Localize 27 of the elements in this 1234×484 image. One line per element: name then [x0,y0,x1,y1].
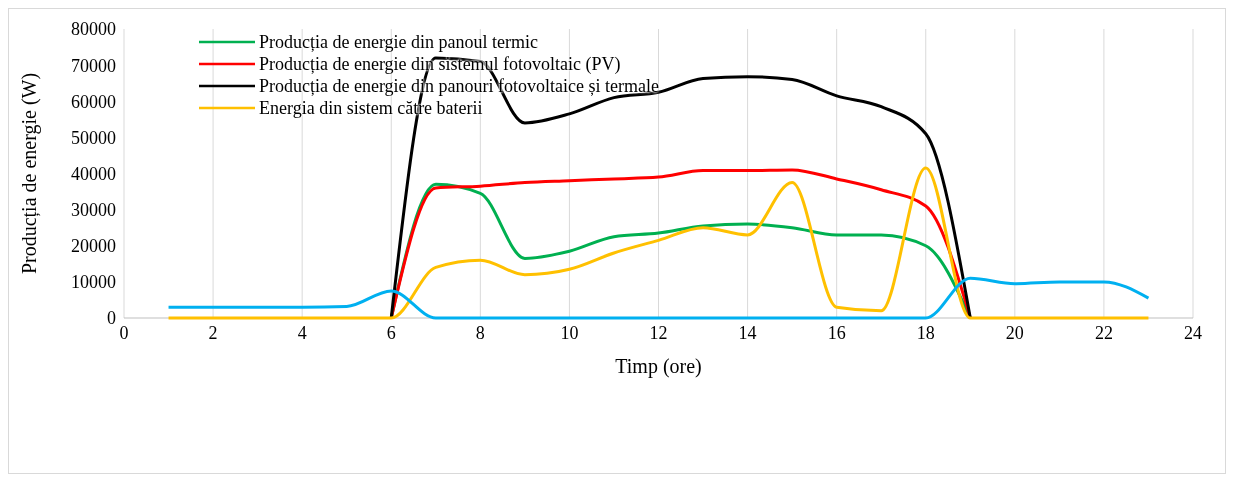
y-axis-title: Producția de energie (W) [18,72,42,275]
y-tick-label: 70000 [71,55,116,76]
y-tick-label: 0 [107,308,116,329]
x-tick-label: 8 [475,322,485,343]
x-tick-label: 0 [119,322,129,343]
x-tick-label: 6 [386,322,396,343]
y-tick-label: 60000 [71,91,116,112]
line-series [167,276,1150,320]
line-series [167,166,1150,320]
x-tick-label: 22 [1094,322,1113,343]
x-tick-label: 24 [1184,322,1202,343]
x-tick-label: 18 [916,322,935,343]
y-tick-label: 50000 [71,127,116,148]
x-tick-label: 10 [560,322,579,343]
y-tick-label: 20000 [71,236,116,257]
y-tick-label: 10000 [71,272,116,293]
x-tick-label: 16 [827,322,846,343]
x-tick-label: 14 [738,322,757,343]
x-tick-label: 4 [297,322,307,343]
x-tick-label: 2 [208,322,218,343]
x-axis-title: Timp (ore) [615,355,702,378]
y-tick-label: 30000 [71,200,116,221]
y-tick-label: 80000 [71,19,116,40]
x-tick-label: 12 [649,322,668,343]
legend-label: Producția de energie din panoul termic [259,31,539,53]
y-tick-label: 40000 [71,163,116,184]
x-tick-label: 20 [1005,322,1024,343]
